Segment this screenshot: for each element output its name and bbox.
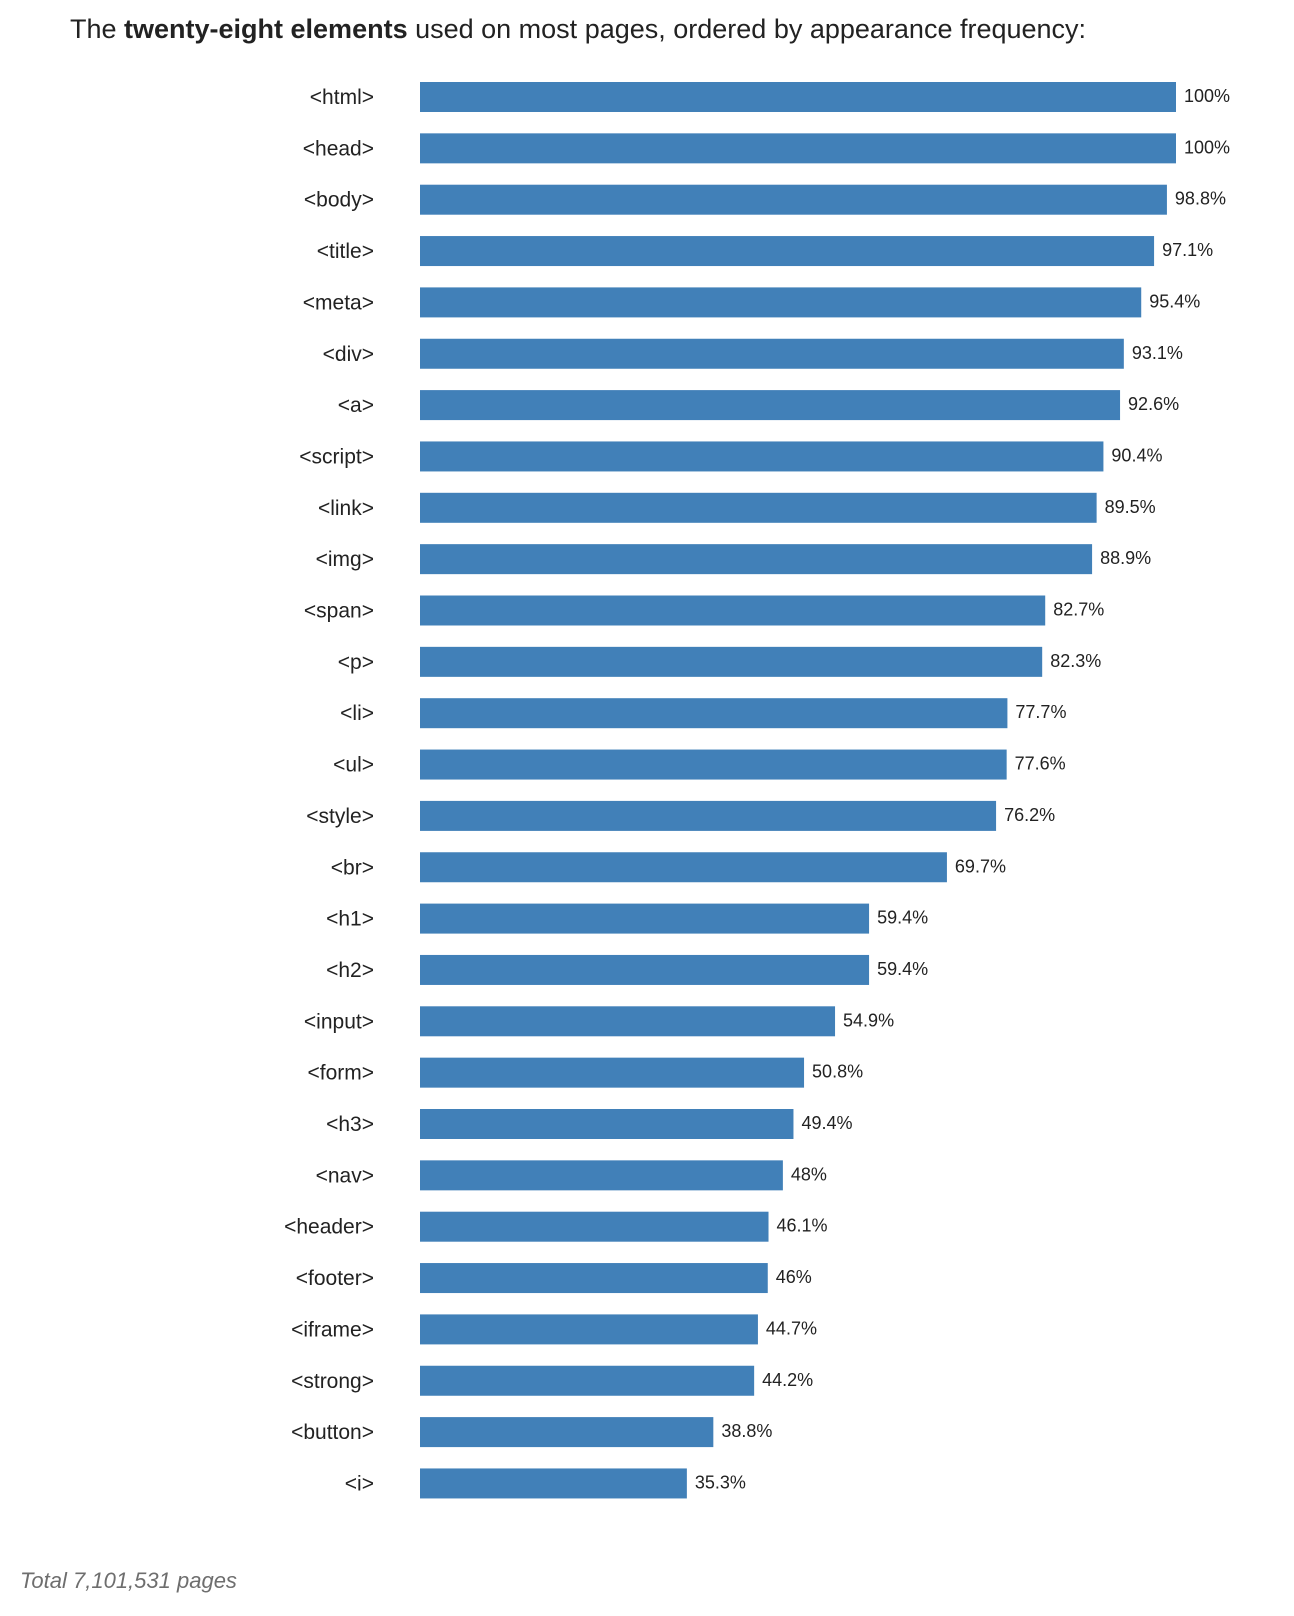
bar-button: [420, 1417, 714, 1448]
value-label-i: 35.3%: [695, 1472, 746, 1492]
category-label-h2: <h2>: [326, 959, 374, 982]
category-label-header: <header>: [284, 1216, 374, 1239]
bar-i: [420, 1468, 687, 1499]
value-label-title: 97.1%: [1162, 240, 1213, 260]
category-label-i: <i>: [345, 1472, 374, 1495]
total-pages-note: Total 7,101,531 pages: [20, 1568, 237, 1593]
bar-meta: [420, 287, 1142, 318]
value-label-header: 46.1%: [777, 1216, 828, 1236]
bar-html: [420, 82, 1176, 112]
category-label-ul: <ul>: [333, 754, 374, 777]
category-label-title: <title>: [317, 240, 374, 263]
value-label-style: 76.2%: [1004, 805, 1055, 825]
value-label-input: 54.9%: [843, 1010, 894, 1030]
bar-p: [420, 646, 1043, 677]
category-label-button: <button>: [291, 1421, 374, 1444]
bar-link: [420, 492, 1097, 523]
category-label-script: <script>: [299, 445, 374, 468]
value-label-meta: 95.4%: [1149, 291, 1200, 311]
bar-chart: <html> 100% <head> 100% <body> 98.8% <title> 97…: [284, 82, 1230, 1499]
bar-span: [420, 595, 1046, 626]
value-label-html: 100%: [1184, 86, 1230, 106]
value-label-form: 50.8%: [812, 1062, 863, 1082]
bar-br: [420, 852, 947, 883]
value-label-iframe: 44.7%: [766, 1318, 817, 1338]
chart-title: The twenty-eight elements used on most p…: [70, 14, 1086, 45]
value-label-span: 82.7%: [1053, 600, 1104, 620]
category-label-meta: <meta>: [303, 291, 374, 314]
category-label-p: <p>: [338, 651, 374, 674]
category-label-div: <div>: [323, 343, 374, 366]
value-label-h3: 49.4%: [801, 1113, 852, 1133]
category-label-link: <link>: [318, 497, 374, 520]
category-label-input: <input>: [304, 1010, 374, 1033]
value-label-link: 89.5%: [1105, 497, 1156, 517]
category-label-br: <br>: [331, 856, 374, 879]
category-label-style: <style>: [306, 805, 374, 828]
bar-header: [420, 1211, 769, 1242]
value-label-footer: 46%: [776, 1267, 812, 1287]
value-label-button: 38.8%: [721, 1421, 772, 1441]
value-label-head: 100%: [1184, 137, 1230, 157]
bar-iframe: [420, 1314, 758, 1345]
category-label-a: <a>: [338, 394, 374, 417]
value-label-div: 93.1%: [1132, 343, 1183, 363]
value-label-br: 69.7%: [955, 856, 1006, 876]
category-label-head: <head>: [303, 137, 374, 160]
bar-nav: [420, 1160, 783, 1191]
bar-h1: [420, 903, 870, 934]
bar-div: [420, 338, 1124, 369]
value-label-nav: 48%: [791, 1164, 827, 1184]
bar-h3: [420, 1109, 794, 1139]
value-label-script: 90.4%: [1111, 445, 1162, 465]
category-label-iframe: <iframe>: [291, 1318, 374, 1341]
bar-strong: [420, 1365, 755, 1396]
bar-h2: [420, 954, 870, 985]
value-label-h2: 59.4%: [877, 959, 928, 979]
value-label-a: 92.6%: [1128, 394, 1179, 414]
category-label-li: <li>: [340, 702, 374, 725]
chart-title-suffix: used on most pages, ordered by appearanc…: [407, 14, 1087, 44]
bar-script: [420, 441, 1104, 472]
bar-head: [420, 133, 1176, 164]
value-label-strong: 44.2%: [762, 1370, 813, 1390]
value-label-h1: 59.4%: [877, 908, 928, 928]
chart-title-bold: twenty-eight elements: [124, 14, 408, 44]
bar-body: [420, 184, 1167, 215]
value-label-body: 98.8%: [1175, 189, 1226, 209]
bar-ul: [420, 749, 1007, 780]
category-label-strong: <strong>: [291, 1370, 374, 1393]
bar-li: [420, 698, 1008, 729]
bar-style: [420, 800, 997, 831]
bar-img: [420, 544, 1093, 575]
category-label-nav: <nav>: [316, 1164, 374, 1187]
bar-footer: [420, 1263, 768, 1294]
value-label-ul: 77.6%: [1015, 754, 1066, 774]
category-label-h1: <h1>: [326, 908, 374, 931]
category-label-span: <span>: [304, 600, 374, 623]
bar-form: [420, 1057, 805, 1088]
category-label-html: <html>: [310, 86, 374, 109]
category-label-footer: <footer>: [296, 1267, 374, 1290]
value-label-li: 77.7%: [1015, 702, 1066, 722]
category-label-img: <img>: [316, 548, 374, 571]
category-label-body: <body>: [304, 189, 374, 212]
bar-title: [420, 236, 1155, 267]
bar-a: [420, 390, 1121, 421]
category-label-h3: <h3>: [326, 1113, 374, 1136]
chart-title-prefix: The: [70, 14, 125, 44]
category-label-form: <form>: [307, 1062, 374, 1085]
value-label-img: 88.9%: [1100, 548, 1151, 568]
value-label-p: 82.3%: [1050, 651, 1101, 671]
bar-input: [420, 1006, 836, 1037]
